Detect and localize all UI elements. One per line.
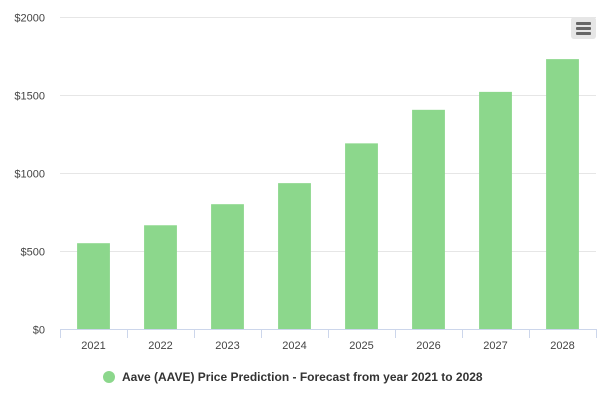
y-tick-label: $1500 [14,91,45,103]
gridlines [60,17,596,252]
legend-label[interactable]: Aave (AAVE) Price Prediction - Forecast … [122,370,483,384]
x-tick-label: 2025 [349,340,373,352]
y-tick-label: $1000 [14,169,45,181]
x-tick-label: 2027 [483,340,507,352]
bar-2023[interactable] [211,204,244,329]
bar-2024[interactable] [278,183,311,329]
bar-2022[interactable] [144,225,177,329]
bars [77,59,579,330]
hamburger-menu-icon[interactable] [571,17,596,39]
legend-swatch[interactable] [103,371,115,383]
x-tick-label: 2028 [550,340,574,352]
bar-2021[interactable] [77,243,110,329]
y-axis-ticks: $0 $500 $1000 $1500 $2000 [14,13,45,337]
bar-2025[interactable] [345,143,378,329]
y-tick-label: $2000 [14,13,45,25]
x-tick-label: 2021 [81,340,105,352]
y-tick-label: $500 [21,247,45,259]
x-tick-label: 2024 [282,340,306,352]
x-axis-ticks: 2021 2022 2023 2024 2025 2026 2027 2028 [81,340,574,352]
legend[interactable]: Aave (AAVE) Price Prediction - Forecast … [103,370,483,384]
bar-2028[interactable] [546,59,579,330]
x-tick-label: 2022 [148,340,172,352]
x-tick-label: 2023 [215,340,239,352]
y-tick-label: $0 [33,325,45,337]
bar-2027[interactable] [479,91,512,329]
bar-2026[interactable] [412,109,445,329]
x-tick-label: 2026 [416,340,440,352]
x-axis [60,329,597,338]
